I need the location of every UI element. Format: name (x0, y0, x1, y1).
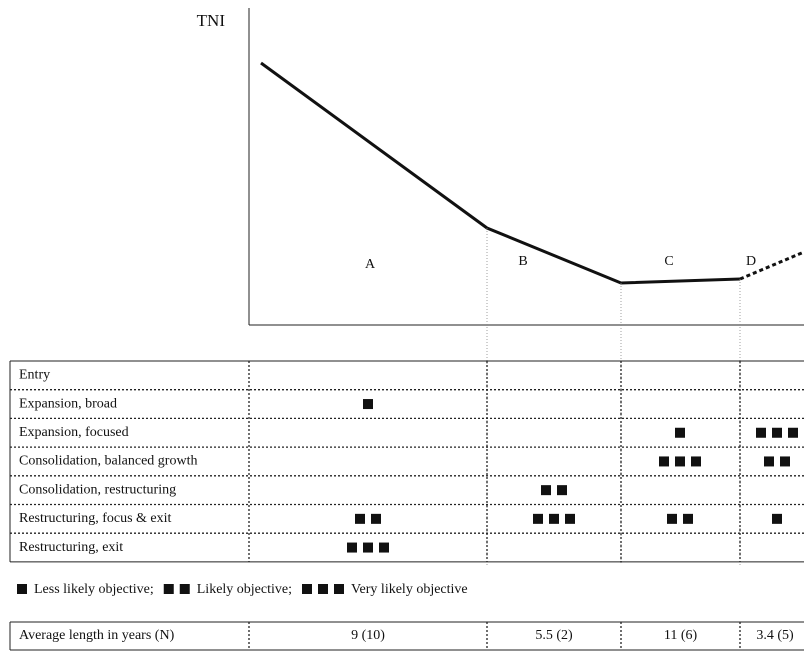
legend-square (318, 584, 328, 594)
likelihood-square (780, 456, 790, 467)
row-label: Expansion, broad (19, 396, 117, 411)
likelihood-square (764, 456, 774, 467)
legend-key (17, 584, 27, 594)
row-label: Consolidation, restructuring (19, 482, 176, 497)
average-length: 3.4 (5) (756, 628, 794, 643)
likelihood-square (371, 513, 381, 524)
row-label: Expansion, focused (19, 425, 129, 440)
legend-square (163, 584, 174, 594)
likelihood-cell (347, 542, 389, 553)
legend-key (302, 584, 344, 594)
likelihood-cell (363, 399, 373, 410)
likelihood-square (565, 513, 575, 524)
likelihood-cell (667, 513, 693, 524)
likelihood-cell (541, 485, 567, 496)
average-length: 11 (6) (664, 628, 698, 643)
likelihood-square (756, 427, 766, 438)
likelihood-square (347, 542, 357, 553)
legend-label: Likely objective; (197, 582, 292, 597)
likelihood-cell (756, 427, 798, 438)
average-length: 9 (10) (351, 628, 385, 643)
row-label: Restructuring, exit (19, 540, 123, 555)
likelihood-cell (533, 513, 575, 524)
likelihood-square (772, 513, 782, 524)
likelihood-square (379, 542, 389, 553)
row-label: Entry (19, 368, 50, 383)
likelihood-cell (355, 513, 381, 524)
likelihood-square (667, 513, 677, 524)
likelihood-square (541, 485, 551, 496)
legend-square (334, 584, 344, 594)
legend-square (302, 584, 312, 594)
likelihood-square (772, 427, 782, 438)
content: A B C D Entry Expansion, broad Expansion, focu… (9, 254, 804, 651)
phase-label: C (664, 254, 673, 269)
likelihood-square (533, 513, 543, 524)
legend-label: Very likely objective (351, 582, 468, 597)
phase-label: D (746, 254, 756, 269)
row-label: Consolidation, balanced growth (19, 454, 197, 469)
average-length: 5.5 (2) (535, 628, 573, 643)
likelihood-square (788, 427, 798, 438)
likelihood-cell (772, 513, 782, 524)
likelihood-square (683, 513, 693, 524)
likelihood-square (363, 399, 373, 410)
tni-line (260, 61, 741, 285)
axis-label: TNI (197, 11, 226, 30)
likelihood-square (557, 485, 567, 496)
likelihood-square (675, 456, 685, 467)
phase-label: A (365, 257, 376, 272)
likelihood-square (659, 456, 669, 467)
likelihood-square (549, 513, 559, 524)
likelihood-cell (764, 456, 790, 467)
legend-square (17, 584, 27, 594)
phase-label: B (518, 254, 527, 269)
likelihood-square (363, 542, 373, 553)
likelihood-square (691, 456, 701, 467)
row-label: Restructuring, focus & exit (19, 511, 172, 526)
likelihood-cell (659, 456, 701, 467)
legend-label: Less likely objective; (34, 582, 154, 597)
legend-square (179, 584, 190, 594)
row-label: Average length in years (N) (19, 628, 175, 643)
likelihood-square (675, 427, 685, 438)
likelihood-cell (675, 427, 685, 438)
tni-line-projection (739, 250, 804, 281)
legend-key (163, 584, 190, 594)
likelihood-square (355, 513, 365, 524)
